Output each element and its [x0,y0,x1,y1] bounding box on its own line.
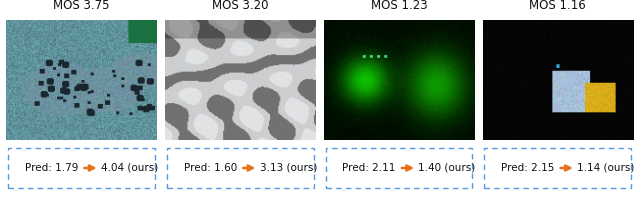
Text: MOS 1.16: MOS 1.16 [529,0,586,12]
Text: 3.13 (ours): 3.13 (ours) [260,163,317,173]
Text: Pred: 1.60: Pred: 1.60 [184,163,237,173]
Text: MOS 3.20: MOS 3.20 [212,0,269,12]
Text: Pred: 1.79: Pred: 1.79 [25,163,79,173]
Text: MOS 3.75: MOS 3.75 [53,0,110,12]
Text: Pred: 2.15: Pred: 2.15 [501,163,554,173]
Text: MOS 1.23: MOS 1.23 [371,0,428,12]
Text: Pred: 2.11: Pred: 2.11 [342,163,396,173]
Text: 4.04 (ours): 4.04 (ours) [101,163,158,173]
Text: 1.40 (ours): 1.40 (ours) [419,163,476,173]
Text: 1.14 (ours): 1.14 (ours) [577,163,634,173]
